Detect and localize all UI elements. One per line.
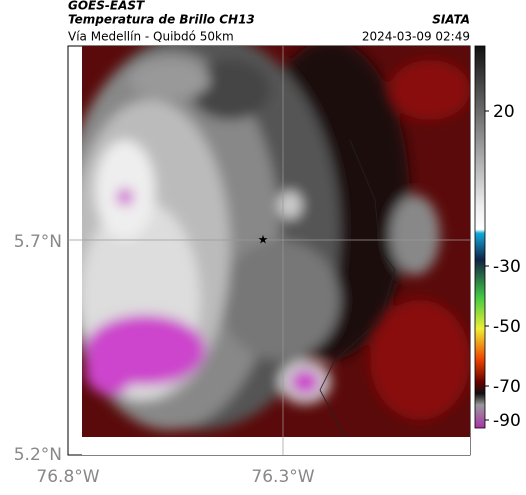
colorbar-tick-label: -90 [493, 411, 521, 431]
lat-label: 5.7°N [14, 232, 62, 252]
brightness-temperature-image [82, 46, 470, 437]
colorbar-tick-label: -50 [493, 317, 521, 337]
colorbar-tick-label: -70 [493, 377, 521, 397]
lon-label: 76.3°W [251, 467, 314, 487]
title: Temperatura de Brillo CH13 [68, 13, 255, 27]
colorbar-ticks: 20 -30 -50 -70 -90 [485, 102, 521, 431]
colorbar-tick-label: 20 [493, 102, 515, 122]
source: GOES-EAST [68, 0, 145, 13]
lon-label: 76.8°W [36, 467, 99, 487]
lat-label: 5.2°N [14, 445, 62, 465]
colorbar [474, 45, 486, 429]
location-marker: ★ [258, 233, 269, 247]
brand: SIATA [432, 13, 470, 27]
subtitle: Vía Medellín - Quibdó 50km [68, 30, 234, 44]
timestamp: 2024-03-09 02:49 [362, 30, 470, 44]
colorbar-tick-label: -30 [493, 257, 521, 277]
